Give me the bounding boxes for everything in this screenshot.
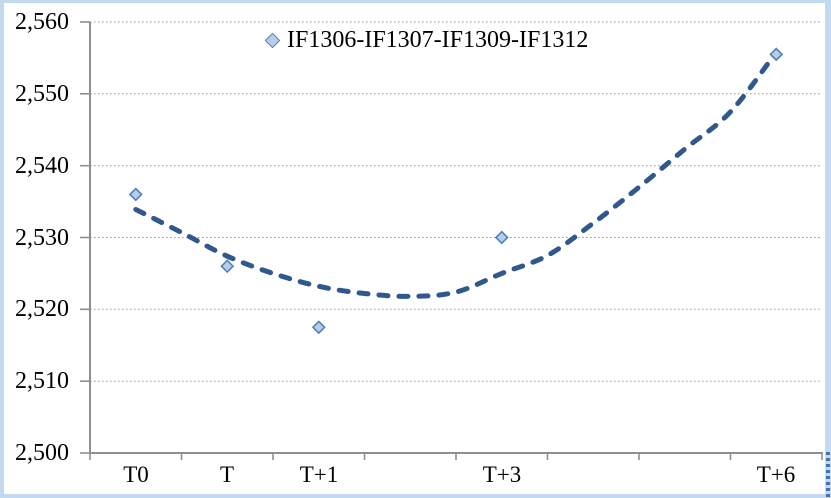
frame-border-bottom <box>0 494 831 498</box>
legend-diamond-icon <box>264 32 281 48</box>
data-point-diamond <box>128 187 143 202</box>
y-axis-label: 2,540 <box>15 153 69 179</box>
y-axis-label: 2,510 <box>15 368 69 394</box>
y-axis-label: 2,530 <box>15 225 69 251</box>
x-axis-label: T0 <box>123 462 149 487</box>
frame-border-right <box>825 0 831 498</box>
y-axis-label: 2,550 <box>15 81 69 107</box>
data-point-diamond <box>494 230 509 245</box>
data-point-diamond <box>311 320 326 335</box>
right-edge-artifact-dashes <box>826 452 830 498</box>
frame-border-left <box>0 0 4 498</box>
chart-legend: IF1306-IF1307-IF1309-IF1312 <box>264 26 589 54</box>
y-axis-label: 2,560 <box>15 9 69 35</box>
data-point-diamond <box>220 259 235 274</box>
frame-border-top <box>0 0 831 3</box>
x-axis-label: T+3 <box>482 462 522 487</box>
y-axis-label: 2,500 <box>15 440 69 466</box>
x-axis-label: T+1 <box>299 462 339 487</box>
data-point-diamond <box>769 47 784 62</box>
x-axis-label: T <box>219 462 235 487</box>
x-axis-label: T+6 <box>756 462 796 487</box>
trendline-dashed <box>133 49 779 299</box>
legend-series-label: IF1306-IF1307-IF1309-IF1312 <box>287 27 589 53</box>
y-axis-label: 2,520 <box>15 296 69 322</box>
